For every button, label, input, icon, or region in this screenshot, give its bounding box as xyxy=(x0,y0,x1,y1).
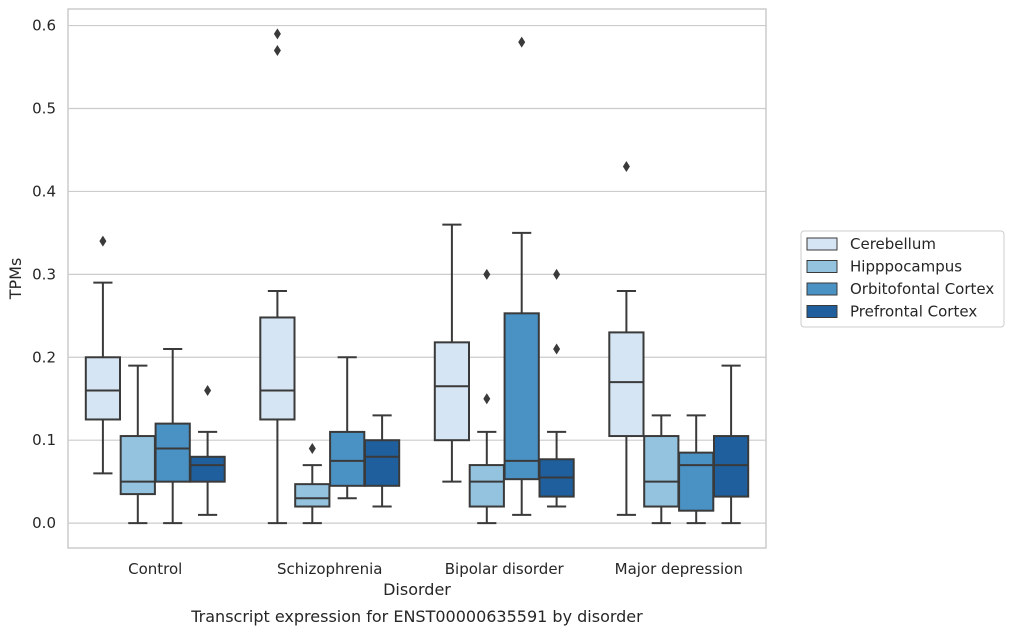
box-bipolar-disorder-cerebellum xyxy=(433,223,471,483)
outlier-point xyxy=(518,36,526,48)
y-tick-label: 0.4 xyxy=(32,182,56,200)
box-bipolar-disorder-hipppocampus xyxy=(468,268,505,525)
iqr-box xyxy=(84,356,122,421)
chart-caption: Transcript expression for ENST0000063559… xyxy=(190,607,643,626)
iqr-box xyxy=(503,312,540,481)
outlier-point xyxy=(308,442,316,454)
legend-label: Orbitofontal Cortex xyxy=(850,280,994,298)
x-tick-label-bipolar-disorder: Bipolar disorder xyxy=(445,560,565,578)
legend-item-cerebellum: Cerebellum xyxy=(806,235,936,253)
box-bipolar-disorder-orbitofontal-cortex xyxy=(503,36,540,516)
box-control-cerebellum xyxy=(84,235,122,475)
y-tick-label: 0.5 xyxy=(32,100,56,118)
outlier-point xyxy=(273,44,281,56)
boxes xyxy=(84,28,750,525)
x-tick-label-control: Control xyxy=(128,560,182,578)
iqr-box xyxy=(259,316,296,421)
iqr-box xyxy=(468,464,505,508)
box-control-prefrontal-cortex xyxy=(189,384,226,516)
outlier-point xyxy=(273,28,281,40)
iqr-box xyxy=(712,435,750,498)
x-tick-label-schizophrenia: Schizophrenia xyxy=(277,560,382,578)
iqr-box xyxy=(643,435,680,508)
legend-items: Cerebellum Hipppocampus Orbitofontal Corte… xyxy=(806,235,994,321)
x-tick-labels: Control Schizophrenia Bipolar disorder Majo… xyxy=(128,560,743,578)
box-major-depression-hipppocampus xyxy=(643,414,680,525)
box-major-depression-orbitofontal-cortex xyxy=(678,414,715,525)
iqr-box xyxy=(608,331,645,438)
y-tick-label: 0.6 xyxy=(32,17,56,35)
iqr-box xyxy=(189,455,226,483)
box-control-hipppocampus xyxy=(119,364,156,525)
legend-item-prefrontal-cortex: Prefrontal Cortex xyxy=(806,303,977,321)
outlier-point xyxy=(483,268,491,280)
y-tick-label: 0.0 xyxy=(32,514,56,532)
iqr-box xyxy=(329,430,366,487)
box-schizophrenia-hipppocampus xyxy=(294,442,331,525)
x-axis-title: Disorder xyxy=(383,580,451,599)
y-tick-labels: 0.0 0.1 0.2 0.3 0.4 0.5 0.6 xyxy=(32,17,56,533)
iqr-box xyxy=(363,439,401,487)
iqr-box xyxy=(154,422,191,483)
y-tick-label: 0.1 xyxy=(32,431,56,449)
x-tick-label-major-depression: Major depression xyxy=(615,560,743,578)
y-tick-label: 0.3 xyxy=(32,265,56,283)
legend-swatch xyxy=(806,237,838,251)
box-major-depression-cerebellum xyxy=(608,161,645,516)
y-axis-title: TPMs xyxy=(6,258,25,301)
legend-label: Prefrontal Cortex xyxy=(850,303,977,321)
outlier-point xyxy=(483,393,491,405)
iqr-box xyxy=(294,483,331,508)
box-schizophrenia-cerebellum xyxy=(259,28,296,525)
outlier-point xyxy=(99,235,107,247)
outlier-point xyxy=(553,343,561,355)
legend: Cerebellum Hipppocampus Orbitofontal Corte… xyxy=(800,230,1005,328)
box-major-depression-prefrontal-cortex xyxy=(712,364,750,525)
box-schizophrenia-prefrontal-cortex xyxy=(363,414,401,508)
legend-swatch xyxy=(806,305,838,318)
y-tick-label: 0.2 xyxy=(32,348,56,366)
iqr-box xyxy=(678,451,715,512)
legend-frame xyxy=(800,230,1005,328)
outlier-point xyxy=(553,268,561,280)
legend-item-orbitofontal-cortex: Orbitofontal Cortex xyxy=(806,280,994,298)
plot-frame xyxy=(67,8,767,549)
legend-swatch xyxy=(806,260,838,273)
box-bipolar-disorder-prefrontal-cortex xyxy=(538,268,575,508)
legend-item-hipppocampus: Hipppocampus xyxy=(806,258,962,276)
legend-label: Hipppocampus xyxy=(850,258,962,276)
outlier-point xyxy=(204,384,212,396)
outlier-point xyxy=(622,161,630,173)
box-control-orbitofontal-cortex xyxy=(154,347,191,525)
legend-swatch xyxy=(806,282,838,296)
iqr-box xyxy=(119,435,156,496)
legend-label: Cerebellum xyxy=(850,235,936,253)
iqr-box xyxy=(433,341,471,442)
